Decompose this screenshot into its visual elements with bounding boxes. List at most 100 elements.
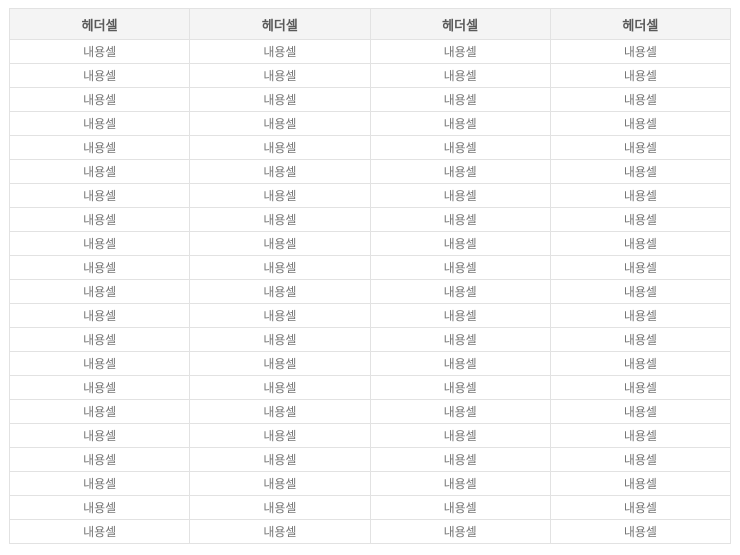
header-row: 헤더셀 헤더셀 헤더셀 헤더셀 [8, 8, 732, 40]
table-cell: 내용셀 [189, 135, 371, 160]
table-cell: 내용셀 [8, 39, 191, 64]
header-cell: 헤더셀 [369, 8, 551, 40]
table-cell: 내용셀 [549, 135, 732, 160]
table-cell: 내용셀 [549, 447, 732, 472]
table-cell: 내용셀 [369, 303, 551, 328]
table-cell: 내용셀 [549, 255, 732, 280]
table-cell: 내용셀 [189, 63, 371, 88]
table-cell: 내용셀 [8, 471, 191, 496]
table-cell: 내용셀 [549, 111, 732, 136]
table-row: 내용셀 내용셀 내용셀 내용셀 [8, 135, 732, 160]
table-row: 내용셀 내용셀 내용셀 내용셀 [8, 231, 732, 256]
table-cell: 내용셀 [369, 519, 551, 544]
table-row: 내용셀 내용셀 내용셀 내용셀 [8, 351, 732, 376]
header-cell: 헤더셀 [189, 8, 371, 40]
header-cell: 헤더셀 [8, 8, 191, 40]
table-row: 내용셀 내용셀 내용셀 내용셀 [8, 423, 732, 448]
table-cell: 내용셀 [8, 399, 191, 424]
table-cell: 내용셀 [549, 231, 732, 256]
table-cell: 내용셀 [8, 495, 191, 520]
table-cell: 내용셀 [549, 471, 732, 496]
table-cell: 내용셀 [189, 423, 371, 448]
table-row: 내용셀 내용셀 내용셀 내용셀 [8, 183, 732, 208]
table-cell: 내용셀 [549, 495, 732, 520]
table-cell: 내용셀 [369, 255, 551, 280]
table-cell: 내용셀 [369, 495, 551, 520]
table-cell: 내용셀 [189, 279, 371, 304]
table-body: 내용셀 내용셀 내용셀 내용셀 내용셀 내용셀 내용셀 내용셀 내용셀 내용셀 내용셀 내용셀 내용셀 내… [8, 39, 732, 544]
table-cell: 내용셀 [369, 327, 551, 352]
table-cell: 내용셀 [369, 111, 551, 136]
table-cell: 내용셀 [8, 423, 191, 448]
table-row: 내용셀 내용셀 내용셀 내용셀 [8, 447, 732, 472]
table-cell: 내용셀 [8, 327, 191, 352]
table-row: 내용셀 내용셀 내용셀 내용셀 [8, 111, 732, 136]
table-cell: 내용셀 [369, 207, 551, 232]
table-cell: 내용셀 [8, 231, 191, 256]
table-cell: 내용셀 [189, 399, 371, 424]
table-row: 내용셀 내용셀 내용셀 내용셀 [8, 255, 732, 280]
table-row: 내용셀 내용셀 내용셀 내용셀 [8, 279, 732, 304]
table-cell: 내용셀 [369, 39, 551, 64]
table-row: 내용셀 내용셀 내용셀 내용셀 [8, 519, 732, 544]
table-cell: 내용셀 [189, 519, 371, 544]
table-cell: 내용셀 [549, 519, 732, 544]
table-cell: 내용셀 [189, 447, 371, 472]
table-row: 내용셀 내용셀 내용셀 내용셀 [8, 63, 732, 88]
table-cell: 내용셀 [8, 255, 191, 280]
table-cell: 내용셀 [189, 207, 371, 232]
table-cell: 내용셀 [369, 471, 551, 496]
table-cell: 내용셀 [8, 303, 191, 328]
table-cell: 내용셀 [369, 135, 551, 160]
table-cell: 내용셀 [549, 399, 732, 424]
table-header: 헤더셀 헤더셀 헤더셀 헤더셀 [8, 8, 732, 40]
table-row: 내용셀 내용셀 내용셀 내용셀 [8, 39, 732, 64]
table-cell: 내용셀 [369, 375, 551, 400]
table-row: 내용셀 내용셀 내용셀 내용셀 [8, 87, 732, 112]
table-cell: 내용셀 [189, 471, 371, 496]
table-cell: 내용셀 [189, 159, 371, 184]
table-cell: 내용셀 [369, 183, 551, 208]
table-cell: 내용셀 [189, 39, 371, 64]
table-row: 내용셀 내용셀 내용셀 내용셀 [8, 399, 732, 424]
table-cell: 내용셀 [8, 87, 191, 112]
table-cell: 내용셀 [369, 423, 551, 448]
table-row: 내용셀 내용셀 내용셀 내용셀 [8, 303, 732, 328]
table-cell: 내용셀 [189, 375, 371, 400]
header-cell: 헤더셀 [549, 8, 732, 40]
table-cell: 내용셀 [369, 63, 551, 88]
table-cell: 내용셀 [369, 159, 551, 184]
table-cell: 내용셀 [8, 159, 191, 184]
data-table: 헤더셀 헤더셀 헤더셀 헤더셀 내용셀 내용셀 내용셀 내용셀 내용셀 내용셀 내용셀 내용셀 내용셀… [8, 8, 732, 544]
table-cell: 내용셀 [8, 207, 191, 232]
table-row: 내용셀 내용셀 내용셀 내용셀 [8, 495, 732, 520]
table-cell: 내용셀 [549, 87, 732, 112]
table-cell: 내용셀 [189, 183, 371, 208]
table-cell: 내용셀 [8, 447, 191, 472]
table-cell: 내용셀 [369, 399, 551, 424]
table-cell: 내용셀 [189, 87, 371, 112]
table-cell: 내용셀 [189, 231, 371, 256]
table-cell: 내용셀 [549, 39, 732, 64]
table-cell: 내용셀 [189, 495, 371, 520]
table-cell: 내용셀 [8, 63, 191, 88]
table-row: 내용셀 내용셀 내용셀 내용셀 [8, 375, 732, 400]
table-cell: 내용셀 [549, 159, 732, 184]
table-row: 내용셀 내용셀 내용셀 내용셀 [8, 159, 732, 184]
table-cell: 내용셀 [369, 279, 551, 304]
table-cell: 내용셀 [549, 279, 732, 304]
table-cell: 내용셀 [8, 111, 191, 136]
table-cell: 내용셀 [8, 375, 191, 400]
table-row: 내용셀 내용셀 내용셀 내용셀 [8, 207, 732, 232]
table-cell: 내용셀 [369, 351, 551, 376]
table-cell: 내용셀 [549, 351, 732, 376]
table-cell: 내용셀 [189, 327, 371, 352]
table-cell: 내용셀 [189, 255, 371, 280]
table-cell: 내용셀 [8, 351, 191, 376]
table-cell: 내용셀 [549, 303, 732, 328]
table-cell: 내용셀 [369, 231, 551, 256]
table-cell: 내용셀 [549, 375, 732, 400]
table-cell: 내용셀 [549, 423, 732, 448]
table-cell: 내용셀 [8, 519, 191, 544]
table-cell: 내용셀 [189, 351, 371, 376]
